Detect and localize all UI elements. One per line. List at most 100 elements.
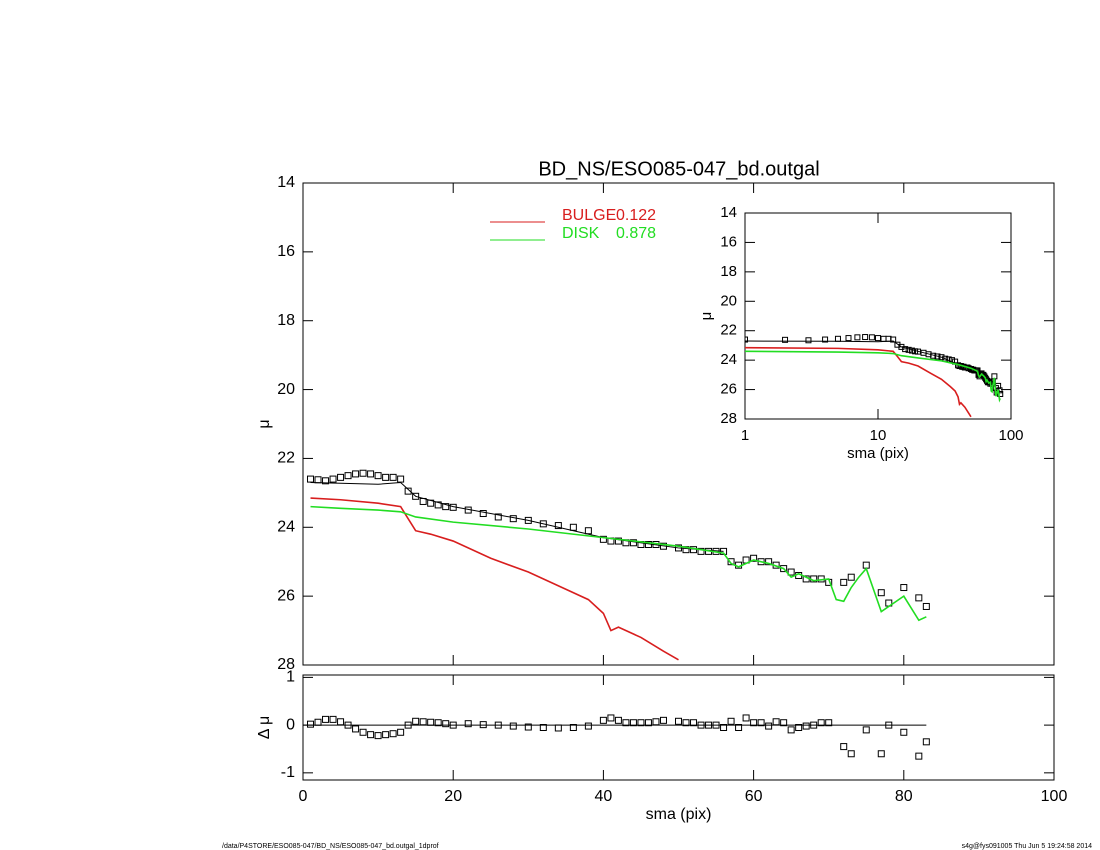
data-point (584, 527, 592, 535)
data-point (697, 547, 705, 555)
x-tick-label: 40 (595, 788, 613, 805)
y-tick-label: 18 (720, 263, 737, 280)
y-tick-label: 26 (277, 587, 295, 604)
x-tick-label: 10 (870, 427, 887, 444)
data-point (787, 726, 795, 734)
data-point (637, 719, 645, 727)
y-tick-label: 16 (277, 243, 295, 260)
model-line (310, 497, 679, 661)
data-point (720, 724, 728, 731)
data-point (805, 337, 812, 344)
inset-background (745, 213, 1011, 419)
data-point (494, 513, 502, 521)
y-tick-label: 26 (720, 381, 737, 398)
data-point (862, 334, 869, 341)
y-tick-label: 16 (720, 233, 737, 250)
data-point (629, 719, 637, 727)
data-point (644, 719, 652, 727)
data-point (727, 558, 735, 566)
model-line (745, 350, 1001, 403)
data-point (359, 469, 367, 477)
data-point (885, 721, 893, 729)
y-tick-label: 20 (720, 292, 737, 309)
data-point (539, 724, 547, 731)
data-point (539, 520, 547, 528)
data-point (314, 476, 322, 484)
data-point (554, 522, 562, 530)
data-point (374, 732, 382, 740)
y-tick-label: 24 (277, 519, 295, 536)
data-point (329, 475, 337, 483)
data-point (862, 561, 870, 569)
data-point (854, 334, 861, 341)
data-point (359, 728, 367, 736)
footer-left: /data/P4STORE/ESO085-047/BD_NS/ESO085-04… (222, 843, 439, 850)
model-line (745, 346, 972, 418)
data-point (825, 719, 833, 727)
data-point (352, 725, 360, 733)
data-point (607, 714, 615, 722)
x-tick-label: 0 (299, 788, 308, 805)
y-tick-label: 14 (277, 174, 295, 191)
y-axis-label: μ (698, 312, 715, 321)
data-point (697, 721, 705, 729)
data-point (614, 716, 622, 724)
data-point (787, 568, 795, 576)
data-point (712, 721, 720, 729)
x-tick-label: 80 (895, 788, 913, 805)
data-point (652, 718, 660, 726)
data-point (817, 719, 825, 727)
plot-frame (302, 674, 1055, 781)
data-point (479, 721, 487, 729)
legend-fraction: 0.878 (616, 225, 656, 242)
data-point (554, 724, 562, 732)
data-point (322, 477, 330, 485)
data-point (434, 501, 442, 509)
x-tick-label: 1 (741, 427, 749, 444)
data-point (622, 719, 630, 727)
data-point (750, 719, 758, 727)
data-point (374, 472, 382, 480)
data-point (569, 724, 577, 731)
data-point (875, 335, 881, 342)
legend-label: BULGE (562, 207, 616, 224)
data-point (352, 470, 360, 478)
data-point (742, 714, 750, 722)
data-point (307, 720, 315, 728)
legend-fraction: 0.122 (616, 207, 656, 224)
data-point (705, 721, 713, 729)
data-point (629, 539, 637, 547)
y-tick-label: 18 (277, 312, 295, 329)
data-point (840, 578, 848, 586)
data-point (397, 475, 405, 483)
data-point (772, 718, 780, 726)
y-tick-label: 14 (720, 204, 737, 221)
x-tick-label: 60 (745, 788, 763, 805)
data-point (389, 473, 397, 481)
data-point (765, 722, 773, 730)
data-point (682, 719, 690, 727)
data-point (922, 602, 930, 610)
data-point (397, 728, 405, 736)
data-point (389, 730, 397, 738)
data-point (524, 516, 532, 524)
data-point (780, 719, 788, 727)
y-tick-label: 1 (286, 669, 295, 686)
data-point (840, 743, 848, 751)
x-tick-label: 100 (998, 427, 1023, 444)
data-point (795, 724, 803, 731)
data-point (727, 717, 735, 725)
data-point (464, 720, 472, 728)
y-tick-label: 22 (277, 450, 295, 467)
data-point (329, 715, 337, 723)
x-tick-label: 20 (444, 788, 462, 805)
data-point (449, 721, 457, 729)
data-point (868, 334, 875, 341)
model-line (310, 482, 724, 552)
data-point (735, 724, 743, 731)
data-point (757, 719, 765, 727)
data-point (569, 523, 577, 531)
data-point (997, 390, 1004, 397)
y-tick-label: 28 (720, 410, 737, 427)
